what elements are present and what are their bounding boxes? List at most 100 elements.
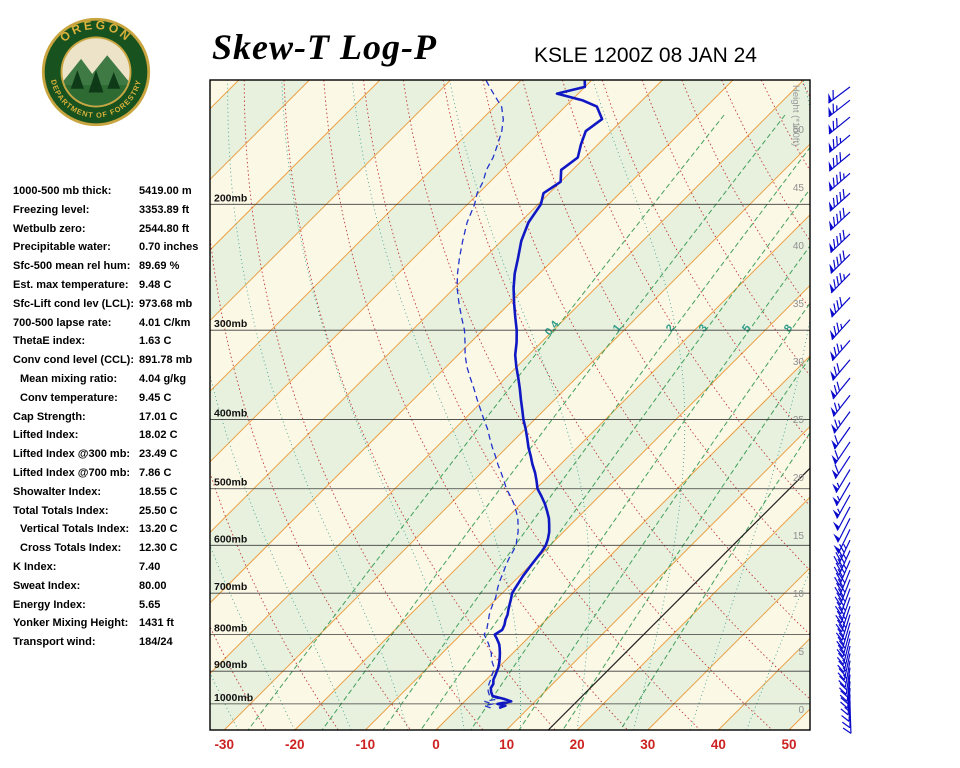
height-tick-label: 50 <box>793 125 805 136</box>
wind-barb <box>835 614 851 641</box>
index-label: Mean mixing ratio: <box>20 372 118 385</box>
wind-barb-column <box>828 86 852 734</box>
index-value: 973.68 mb <box>139 297 193 310</box>
wind-barb <box>839 674 851 702</box>
index-row: 700-500 lapse rate: 4.01 C/km <box>13 314 213 333</box>
index-value: 1.63 C <box>139 335 172 348</box>
x-tick-label: 30 <box>640 737 655 752</box>
height-tick-label: 5 <box>798 647 804 658</box>
x-axis-labels: -30 -20 -10 0 10 20 30 40 50 <box>214 737 796 752</box>
index-value: 891.78 mb <box>139 354 193 367</box>
x-tick-label: 40 <box>711 737 726 752</box>
index-row: Showalter Index: 18.55 C <box>13 483 213 502</box>
index-value: 17.01 C <box>139 410 178 423</box>
pressure-label: 800mb <box>214 623 247 635</box>
index-label: Wetbulb zero: <box>13 222 86 235</box>
plot-area: 0.4 1 2 3 5 8200mb300mb400mb500mb600mb700mb80… <box>210 80 810 730</box>
wind-barb <box>833 539 851 565</box>
index-value: 13.20 C <box>139 523 178 536</box>
index-label: Energy Index: <box>13 598 86 611</box>
height-tick-label: 15 <box>793 531 805 542</box>
wind-barb <box>831 426 851 450</box>
index-value: 80.00 <box>139 579 167 592</box>
index-row: 1000-500 mb thick: 5419.00 m <box>13 182 213 201</box>
pressure-label: 600mb <box>214 533 247 545</box>
index-row: Energy Index: 5.65 <box>13 596 213 615</box>
index-row: Cross Totals Index: 12.30 C <box>13 539 213 558</box>
wind-barb <box>837 645 851 673</box>
height-tick-label: 45 <box>793 183 805 194</box>
index-row: Lifted Index @700 mb: 7.86 C <box>13 464 213 483</box>
tree-icon <box>70 70 84 89</box>
wind-barb <box>829 319 851 341</box>
wind-barb <box>838 667 851 695</box>
index-value: 18.55 C <box>139 485 178 498</box>
x-tick-label: 50 <box>781 737 796 752</box>
mixing-ratio-label: 5 <box>740 322 753 334</box>
index-value: 5419.00 m <box>139 185 192 197</box>
index-row: Yonker Mixing Height: 1431 ft <box>13 614 213 633</box>
height-tick-label: 10 <box>793 589 805 600</box>
tree-icon <box>88 70 104 93</box>
wind-barb <box>828 188 851 212</box>
wind-barb <box>841 694 851 722</box>
height-tick-label: 25 <box>793 415 805 426</box>
logo-ground <box>62 85 130 106</box>
x-tick-label: 10 <box>499 737 514 752</box>
index-label: Cap Strength: <box>13 410 86 423</box>
wind-barb <box>830 377 851 400</box>
wind-barb <box>828 86 851 104</box>
index-value: 23.49 C <box>139 448 178 461</box>
index-label: Showalter Index: <box>13 485 102 498</box>
index-label: K Index: <box>13 560 57 573</box>
index-value: 3353.89 ft <box>139 203 190 216</box>
height-tick-label: 35 <box>793 299 805 310</box>
index-value: 184/24 <box>139 636 173 649</box>
plot-border <box>209 79 811 731</box>
wind-barb <box>828 171 851 192</box>
index-value: 2544.80 ft <box>139 222 190 235</box>
wind-barb <box>836 638 851 666</box>
wind-barb <box>832 469 851 493</box>
wind-barb <box>831 455 851 479</box>
pressure-label: 1000mb <box>214 692 253 704</box>
wind-barb <box>836 622 851 650</box>
isotherm-lines <box>210 80 810 730</box>
index-row: K Index: 7.40 <box>13 558 213 577</box>
wind-barb <box>832 506 851 531</box>
index-row: Sweat Index: 80.00 <box>13 577 213 596</box>
index-row: Cap Strength: 17.01 C <box>13 408 213 427</box>
index-label: Sweat Index: <box>13 579 81 592</box>
index-row: Wetbulb zero: 2544.80 ft <box>13 220 213 239</box>
chart-title: Skew-T Log-P <box>212 27 437 67</box>
wind-barb <box>829 207 851 231</box>
mixing-ratio-lines <box>247 114 810 730</box>
index-row: Transport wind: 184/24 <box>13 633 213 652</box>
index-label: Conv temperature: <box>20 391 118 404</box>
pressure-label: 900mb <box>214 659 247 671</box>
pressure-label: 300mb <box>214 318 247 330</box>
index-row: Lifted Index @300 mb: 23.49 C <box>13 445 213 464</box>
index-label: Lifted Index @300 mb: <box>13 448 131 461</box>
index-value: 4.04 g/kg <box>139 372 187 385</box>
index-label: Total Totals Index: <box>13 504 109 517</box>
wind-barb <box>833 550 851 576</box>
wind-barb <box>829 272 851 294</box>
index-row: Lifted Index: 18.02 C <box>13 426 213 445</box>
logo-scene <box>62 55 130 106</box>
index-value: 1431 ft <box>139 617 174 630</box>
wind-barb <box>828 134 851 153</box>
pressure-label: 700mb <box>214 581 247 593</box>
index-value: 4.01 C/km <box>139 316 191 329</box>
wind-barb <box>829 296 851 318</box>
wind-barb <box>833 518 851 543</box>
x-tick-label: -10 <box>356 737 376 752</box>
x-tick-label: -20 <box>285 737 305 752</box>
index-value: 7.40 <box>139 560 161 573</box>
pressure-label: 200mb <box>214 192 247 204</box>
wind-barb <box>836 630 851 658</box>
index-label: Yonker Mixing Height: <box>13 617 129 630</box>
wind-barb <box>828 116 851 135</box>
